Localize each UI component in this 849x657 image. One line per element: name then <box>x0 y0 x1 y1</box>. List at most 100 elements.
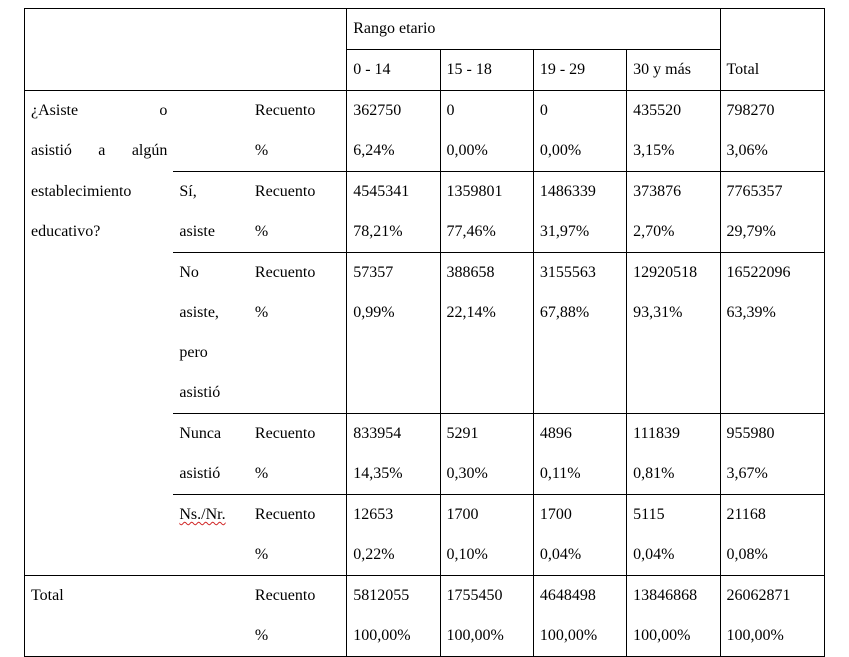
cat-no-4: asistió <box>173 373 249 414</box>
cell: 435520 <box>627 91 720 132</box>
header-blank-cat-2 <box>173 50 249 91</box>
cell: 373876 <box>627 172 720 213</box>
crosstab-table: Rango etario 0 - 14 15 - 18 19 - 29 30 y… <box>24 8 825 657</box>
table-row: No Recuento 57357 388658 3155563 1292051… <box>25 253 825 294</box>
cat-si-2: asiste <box>173 212 249 253</box>
cat-nunca-2: asistió <box>173 454 249 495</box>
cell: 0,00% <box>533 131 626 172</box>
header-blank-stub-2 <box>25 50 174 91</box>
blank-meas <box>249 373 347 414</box>
header-total: Total <box>720 50 824 91</box>
cell: 29,79% <box>720 212 824 253</box>
measure-pct: % <box>249 131 347 172</box>
cell: 22,14% <box>440 293 533 333</box>
stub-question-line2: asistió a algún <box>25 131 174 172</box>
cat-no-2: asiste, <box>173 293 249 333</box>
measure-count: Recuento <box>249 253 347 294</box>
measure-pct: % <box>249 535 347 576</box>
cell: 0,10% <box>440 535 533 576</box>
cell: 3155563 <box>533 253 626 294</box>
cell: 16522096 <box>720 253 824 294</box>
measure-count: Recuento <box>249 91 347 132</box>
cell: 0,30% <box>440 454 533 495</box>
cell: 57357 <box>347 253 440 294</box>
cell: 13846868 <box>627 576 720 617</box>
table-row: Ns./Nr. Recuento 12653 1700 1700 5115 21… <box>25 495 825 536</box>
stub-blank <box>25 414 174 455</box>
cat-nsnr-2 <box>173 535 249 576</box>
cell: 100,00% <box>440 616 533 657</box>
header-blank-cat <box>173 9 249 50</box>
cell: 21168 <box>720 495 824 536</box>
cell: 63,39% <box>720 293 824 333</box>
measure-count: Recuento <box>249 576 347 617</box>
header-row-2: 0 - 14 15 - 18 19 - 29 30 y más Total <box>25 50 825 91</box>
stub-q-l1b: o <box>159 95 167 127</box>
cell: 3,06% <box>720 131 824 172</box>
cell: 100,00% <box>627 616 720 657</box>
cell: 31,97% <box>533 212 626 253</box>
cell <box>533 333 626 373</box>
header-total-blank <box>720 9 824 50</box>
cell: 1700 <box>533 495 626 536</box>
cell <box>627 333 720 373</box>
cell: 362750 <box>347 91 440 132</box>
measure-pct: % <box>249 454 347 495</box>
cell: 4545341 <box>347 172 440 213</box>
header-age-3: 30 y más <box>627 50 720 91</box>
cat-no-3: pero <box>173 333 249 373</box>
cell: 0,81% <box>627 454 720 495</box>
cell: 93,31% <box>627 293 720 333</box>
cell: 833954 <box>347 414 440 455</box>
cell: 1700 <box>440 495 533 536</box>
cell: 7765357 <box>720 172 824 213</box>
stub-question-line1: ¿Asiste o <box>25 91 174 132</box>
cell: 955980 <box>720 414 824 455</box>
cat-blank-2 <box>173 131 249 172</box>
stub-blank <box>25 373 174 414</box>
cell: 0,04% <box>533 535 626 576</box>
stub-question-line3: establecimiento <box>25 172 174 213</box>
total-blank-cat <box>173 576 249 617</box>
cell <box>533 373 626 414</box>
cell: 0 <box>440 91 533 132</box>
measure-pct: % <box>249 293 347 333</box>
table-row: Nunca Recuento 833954 5291 4896 111839 9… <box>25 414 825 455</box>
cell <box>440 333 533 373</box>
cell: 0,00% <box>440 131 533 172</box>
table-row: asistió % 14,35% 0,30% 0,11% 0,81% 3,67% <box>25 454 825 495</box>
header-age-0: 0 - 14 <box>347 50 440 91</box>
cell: 0 <box>533 91 626 132</box>
cell: 12920518 <box>627 253 720 294</box>
cell <box>627 373 720 414</box>
stub-blank <box>25 253 174 294</box>
table-row: % 0,22% 0,10% 0,04% 0,04% 0,08% <box>25 535 825 576</box>
header-spanner: Rango etario <box>347 9 720 50</box>
cell: 14,35% <box>347 454 440 495</box>
total-blank-cat-2 <box>173 616 249 657</box>
cell: 0,99% <box>347 293 440 333</box>
cell: 6,24% <box>347 131 440 172</box>
cell: 0,11% <box>533 454 626 495</box>
cell: 67,88% <box>533 293 626 333</box>
stub-blank <box>25 535 174 576</box>
cell: 100,00% <box>347 616 440 657</box>
cell: 4648498 <box>533 576 626 617</box>
total-row: Total Recuento 5812055 1755450 4648498 1… <box>25 576 825 617</box>
cell: 2,70% <box>627 212 720 253</box>
table-row: ¿Asiste o Recuento 362750 0 0 435520 798… <box>25 91 825 132</box>
blank-meas <box>249 333 347 373</box>
cell: 5115 <box>627 495 720 536</box>
cell <box>347 373 440 414</box>
cell: 3,15% <box>627 131 720 172</box>
stub-question-line4: educativo? <box>25 212 174 253</box>
total-row-pct: % 100,00% 100,00% 100,00% 100,00% 100,00… <box>25 616 825 657</box>
stub-blank <box>25 293 174 333</box>
cell: 0,22% <box>347 535 440 576</box>
cell: 1755450 <box>440 576 533 617</box>
measure-count: Recuento <box>249 495 347 536</box>
table-row: pero <box>25 333 825 373</box>
header-age-2: 19 - 29 <box>533 50 626 91</box>
cell: 77,46% <box>440 212 533 253</box>
cell: 78,21% <box>347 212 440 253</box>
